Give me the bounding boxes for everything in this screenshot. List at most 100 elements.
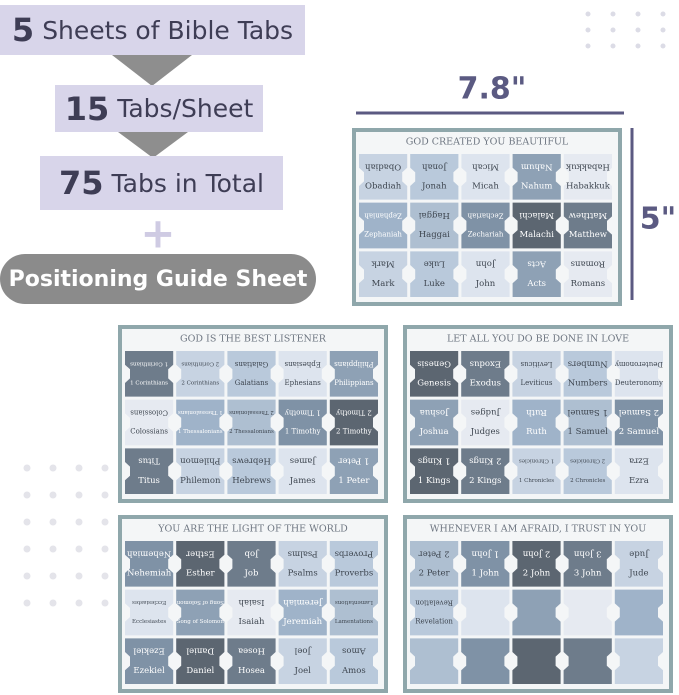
tab-label: Job [244, 568, 260, 578]
tab-label: 2 Samuel [619, 427, 660, 437]
tab-label-mirrored: Titus [138, 456, 160, 466]
tab-label: Leviticus [520, 379, 552, 387]
tab [563, 448, 612, 495]
dot [101, 572, 109, 580]
tab [329, 589, 378, 636]
dot [635, 27, 641, 33]
tab-label: 2 Corinthians [181, 380, 219, 386]
tab-label: Titus [138, 476, 160, 486]
tab-label: Zechariah [468, 231, 504, 239]
dot [101, 464, 109, 472]
tab [614, 448, 663, 495]
guide-pill: Positioning Guide Sheet [0, 254, 316, 304]
tab [512, 399, 561, 446]
tab-label-mirrored: Joel [294, 646, 312, 656]
tab-label-mirrored: Acts [527, 259, 547, 269]
tab [512, 351, 561, 397]
tab [563, 589, 612, 636]
tab-label: James [289, 476, 316, 486]
tab-label: 2 Thessalonians [229, 429, 274, 435]
sheet-title: YOU ARE THE LIGHT OF THE WORLD [157, 524, 348, 535]
tab-label-mirrored: Song of Solomon [176, 599, 224, 605]
dot [49, 572, 57, 580]
tab-label-mirrored: 2 Kings [469, 456, 501, 466]
tab-label: 1 Thessalonians [178, 429, 223, 435]
tab-label: 1 Corinthians [130, 380, 168, 386]
tab [278, 399, 327, 446]
tab [125, 541, 174, 587]
tab [614, 638, 663, 684]
tab-label-mirrored: Leviticus [520, 360, 552, 368]
tab [359, 154, 408, 200]
tab-label: Joel [294, 666, 312, 676]
tab [512, 541, 561, 587]
tab-label-mirrored: Nehemiah [126, 548, 171, 558]
dot [101, 599, 109, 607]
tab [563, 399, 612, 446]
dot [49, 491, 57, 499]
tab-label-mirrored: 2 Peter [418, 548, 450, 558]
tab-label-mirrored: Revelation [415, 598, 453, 606]
sheet-title: GOD IS THE BEST LISTENER [180, 334, 327, 345]
tab-label-mirrored: 1 Thessalonians [178, 409, 223, 415]
tab-label-mirrored: Ecclesiastes [132, 599, 166, 605]
tab [614, 399, 663, 446]
tab-label: Nahum [521, 181, 553, 191]
tab [461, 541, 510, 587]
tab-label-mirrored: Romans [571, 259, 605, 269]
tab [461, 251, 510, 298]
tab [125, 351, 174, 397]
tab [461, 202, 510, 249]
tab-label: Nehemiah [127, 568, 172, 578]
tab-label: Joshua [419, 427, 449, 437]
tab-label-mirrored: Nahum [521, 161, 553, 171]
tab-label-mirrored: 2 Corinthians [181, 360, 219, 366]
tab [512, 638, 561, 684]
tab-label: 1 Peter [338, 476, 370, 486]
tab-label-mirrored: Psalms [288, 548, 318, 558]
tab [176, 638, 225, 684]
sheet-title: GOD CREATED YOU BEAUTIFUL [406, 137, 569, 148]
tab [329, 638, 378, 684]
tab [176, 399, 225, 446]
dot [635, 11, 641, 17]
tab-label: Habakkuk [566, 181, 611, 191]
banner-text: Tabs in Total [111, 168, 264, 198]
tab-label: Jeremiah [282, 617, 322, 627]
tab-label: Isaiah [238, 617, 265, 627]
tab-label-mirrored: Habakkuk [565, 161, 610, 171]
dot [75, 545, 83, 553]
tab [125, 448, 174, 495]
tab [563, 202, 612, 249]
dot [23, 545, 31, 553]
tab-label-mirrored: Obadiah [364, 161, 401, 171]
tab [563, 251, 612, 298]
banner-number: 15 [64, 89, 110, 128]
tab-label-mirrored: 2 Samuel [618, 407, 659, 417]
tab-label-mirrored: Lamentations [335, 599, 373, 605]
width-label: 7.8" [458, 72, 527, 107]
tab-label-mirrored: Mark [371, 259, 395, 269]
tab-label: 2 Chronicles [570, 478, 605, 484]
tab-label-mirrored: 3 John [573, 548, 601, 558]
tab-label: Matthew [569, 230, 608, 240]
dot [660, 43, 666, 49]
tab-label: Zephaniah [364, 231, 402, 239]
tab [125, 638, 174, 684]
tab-label: Ruth [526, 427, 547, 437]
sheet-title: WHENEVER I AM AFRAID, I TRUST IN YOU [430, 524, 646, 535]
tab [278, 589, 327, 636]
tab-label: Numbers [568, 378, 608, 388]
tab-label: 1 Kings [418, 476, 450, 486]
tab-label: Malachi [519, 230, 554, 240]
tab-label-mirrored: 1 Samuel [567, 407, 608, 417]
tab-label: Micah [472, 181, 499, 191]
tab-label-mirrored: 2 Timothy [336, 408, 372, 416]
dot [49, 464, 57, 472]
tab [227, 399, 276, 446]
tab-label-mirrored: James [290, 456, 317, 466]
tab-label: Deuteronomy [615, 379, 663, 387]
dot [585, 11, 591, 17]
tab-label-mirrored: Malachi [519, 210, 554, 220]
